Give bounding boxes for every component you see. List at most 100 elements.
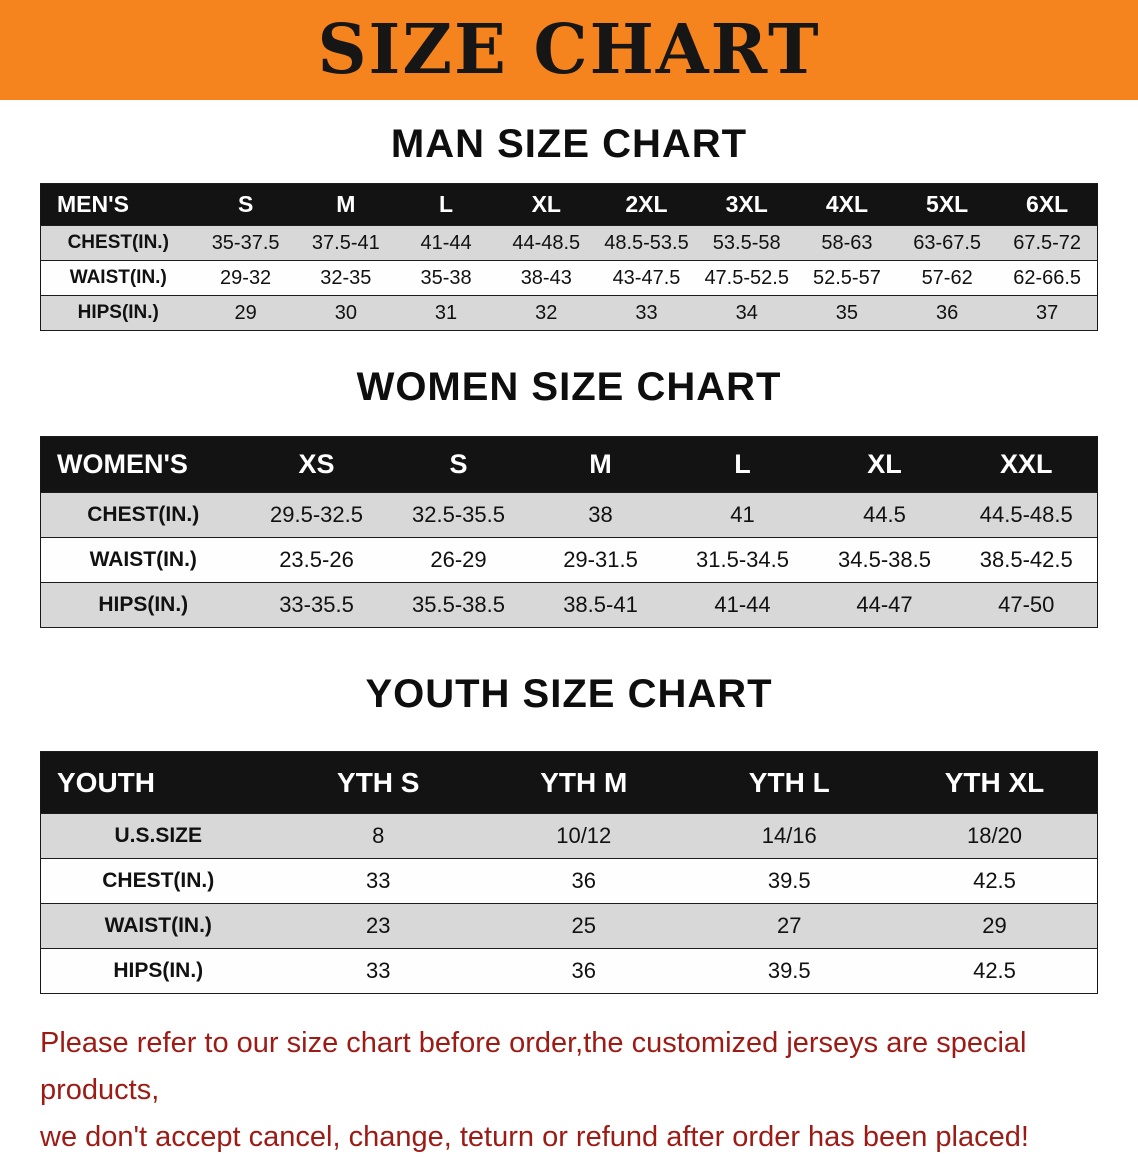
measurement-value-cell: 41-44 (395, 225, 497, 261)
youth-size-table: YOUTH YTH S YTH M YTH L YTH XL U.S.SIZE 8 10/12… (40, 751, 1098, 994)
measurement-value-cell: 33 (275, 858, 481, 904)
measurement-value-cell: 44.5-48.5 (955, 492, 1098, 538)
measurement-value-cell: 62-66.5 (997, 260, 1098, 296)
youth-section-heading: YOUTH SIZE CHART (365, 672, 773, 716)
measurement-value-cell: 35-37.5 (195, 225, 296, 261)
measurement-row: WAIST(IN.) 23.5-26 26-29 29-31.5 31.5-34.5 34… (40, 537, 1098, 583)
measurement-row: WAIST(IN.) 23 25 27 29 (40, 903, 1098, 949)
size-chart-banner: SIZE CHART (0, 0, 1138, 100)
size-column-header: S (195, 183, 296, 226)
measurement-value-cell: 63-67.5 (897, 225, 998, 261)
size-column-header: XS (245, 436, 388, 493)
measurement-row: CHEST(IN.) 29.5-32.5 32.5-35.5 38 41 44.5 44.5… (40, 492, 1098, 538)
measurement-value-cell: 36 (481, 858, 687, 904)
measurement-value-cell: 29-31.5 (529, 537, 672, 583)
measurement-value-cell: 48.5-53.5 (596, 225, 697, 261)
table-group-label: YOUTH (40, 751, 276, 814)
size-column-header: 5XL (897, 183, 998, 226)
measurement-value-cell: 67.5-72 (997, 225, 1098, 261)
men-section-heading: MAN SIZE CHART (390, 122, 748, 166)
measurement-row-label: CHEST(IN.) (40, 225, 196, 261)
measurement-value-cell: 34.5-38.5 (813, 537, 956, 583)
measurement-value-cell: 58-63 (796, 225, 898, 261)
measurement-value-cell: 18/20 (892, 813, 1098, 859)
measurement-value-cell: 34 (696, 295, 797, 331)
women-size-section: WOMEN SIZE CHART WOMEN'S XS S M L XL XXL CHEST(… (0, 365, 1138, 628)
measurement-row: HIPS(IN.) 33 36 39.5 42.5 (40, 948, 1098, 994)
measurement-value-cell: 23 (275, 903, 481, 949)
measurement-value-cell: 10/12 (481, 813, 687, 859)
size-column-header: L (395, 183, 497, 226)
measurement-value-cell: 32-35 (295, 260, 396, 296)
measurement-row-label: CHEST(IN.) (40, 858, 276, 904)
measurement-value-cell: 31 (395, 295, 497, 331)
measurement-row: CHEST(IN.) 35-37.5 37.5-41 41-44 44-48.5 48.5… (40, 225, 1098, 261)
women-size-table: WOMEN'S XS S M L XL XXL CHEST(IN.) 29.5-32.5 32.5… (40, 436, 1098, 628)
women-section-heading: WOMEN SIZE CHART (356, 365, 782, 409)
measurement-value-cell: 38 (529, 492, 672, 538)
size-column-header: YTH S (275, 751, 481, 814)
measurement-value-cell: 26-29 (387, 537, 530, 583)
size-column-header: M (529, 436, 672, 493)
measurement-value-cell: 27 (686, 903, 892, 949)
measurement-value-cell: 47.5-52.5 (696, 260, 797, 296)
banner-title: SIZE CHART (317, 10, 821, 90)
size-column-header: XL (496, 183, 597, 226)
measurement-value-cell: 29 (195, 295, 296, 331)
measurement-value-cell: 29 (892, 903, 1098, 949)
size-column-header: YTH XL (892, 751, 1098, 814)
measurement-value-cell: 25 (481, 903, 687, 949)
footer-disclaimer-line-1: Please refer to our size chart before or… (40, 1027, 1027, 1106)
measurement-value-cell: 36 (897, 295, 998, 331)
measurement-value-cell: 8 (275, 813, 481, 859)
measurement-value-cell: 33-35.5 (245, 582, 388, 628)
measurement-row-label: U.S.SIZE (40, 813, 276, 859)
measurement-value-cell: 14/16 (686, 813, 892, 859)
measurement-row-label: CHEST(IN.) (40, 492, 246, 538)
size-column-header: XXL (955, 436, 1098, 493)
size-column-header: 2XL (596, 183, 697, 226)
measurement-value-cell: 33 (275, 948, 481, 994)
size-column-header: S (387, 436, 530, 493)
measurement-row-label: WAIST(IN.) (40, 260, 196, 296)
measurement-value-cell: 32 (496, 295, 597, 331)
measurement-row-label: HIPS(IN.) (40, 582, 246, 628)
table-group-label: MEN'S (40, 183, 196, 226)
measurement-value-cell: 42.5 (892, 948, 1098, 994)
measurement-value-cell: 31.5-34.5 (671, 537, 814, 583)
size-column-header: 3XL (696, 183, 797, 226)
measurement-value-cell: 35-38 (395, 260, 497, 296)
size-column-header: 4XL (796, 183, 898, 226)
measurement-value-cell: 30 (295, 295, 396, 331)
measurement-value-cell: 39.5 (686, 858, 892, 904)
measurement-value-cell: 33 (596, 295, 697, 331)
size-column-header: YTH L (686, 751, 892, 814)
size-column-header: 6XL (997, 183, 1098, 226)
youth-size-section: YOUTH SIZE CHART YOUTH YTH S YTH M YTH L YTH… (0, 672, 1138, 994)
measurement-row-label: WAIST(IN.) (40, 903, 276, 949)
size-table-header-row: YOUTH YTH S YTH M YTH L YTH XL (40, 751, 1098, 814)
measurement-row: U.S.SIZE 8 10/12 14/16 18/20 (40, 813, 1098, 859)
measurement-row-label: HIPS(IN.) (40, 295, 196, 331)
measurement-value-cell: 41 (671, 492, 814, 538)
measurement-row: WAIST(IN.) 29-32 32-35 35-38 38-43 43-47.5 47.… (40, 260, 1098, 296)
measurement-value-cell: 35 (796, 295, 898, 331)
measurement-value-cell: 47-50 (955, 582, 1098, 628)
measurement-row: HIPS(IN.) 29 30 31 32 33 34 35 36 37 (40, 295, 1098, 331)
measurement-row-label: WAIST(IN.) (40, 537, 246, 583)
measurement-value-cell: 37 (997, 295, 1098, 331)
measurement-value-cell: 38.5-42.5 (955, 537, 1098, 583)
measurement-value-cell: 29-32 (195, 260, 296, 296)
footer-disclaimer-line-2: we don't accept cancel, change, teturn o… (40, 1120, 1029, 1153)
size-column-header: XL (813, 436, 956, 493)
men-size-section: MAN SIZE CHART MEN'S S M L XL 2XL 3XL 4XL 5XL 6XL… (0, 122, 1138, 331)
measurement-value-cell: 35.5-38.5 (387, 582, 530, 628)
measurement-value-cell: 36 (481, 948, 687, 994)
measurement-value-cell: 44.5 (813, 492, 956, 538)
measurement-value-cell: 38-43 (496, 260, 597, 296)
measurement-row: CHEST(IN.) 33 36 39.5 42.5 (40, 858, 1098, 904)
size-table-header-row: WOMEN'S XS S M L XL XXL (40, 436, 1098, 493)
measurement-value-cell: 44-47 (813, 582, 956, 628)
measurement-value-cell: 29.5-32.5 (245, 492, 388, 538)
measurement-value-cell: 44-48.5 (496, 225, 597, 261)
